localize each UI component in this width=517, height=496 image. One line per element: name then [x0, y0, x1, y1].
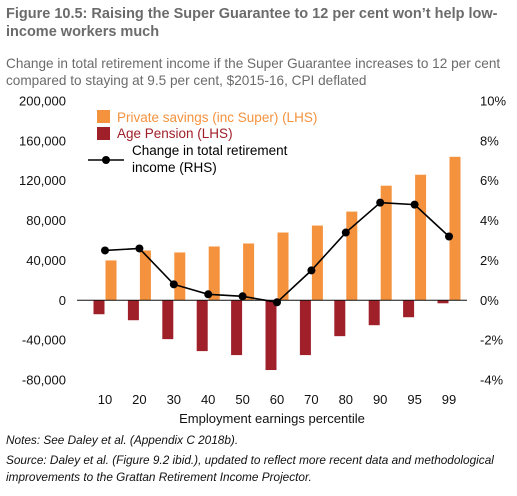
x-tick-label: 80: [339, 392, 353, 407]
figure-title: Figure 10.5: Raising the Super Guarantee…: [6, 6, 498, 40]
legend-pension-swatch: [97, 127, 110, 140]
private-savings-bar: [415, 174, 427, 301]
x-tick-label: 70: [304, 392, 318, 407]
figure-subtitle: Change in total retirement income if the…: [6, 56, 501, 88]
income-change-point: [135, 244, 144, 253]
right-y-tick-label: 4%: [480, 213, 499, 228]
right-y-tick-label: 2%: [480, 253, 499, 268]
source-text: Source: Daley et al. (Figure 9.2 ibid.),…: [6, 453, 494, 484]
x-tick-label: 20: [132, 392, 146, 407]
income-change-point: [445, 232, 453, 241]
left-y-tick-label: -40,000: [22, 333, 66, 348]
legend-private-swatch: [97, 110, 110, 123]
income-change-point: [273, 298, 281, 307]
right-y-tick-label: -2%: [480, 333, 504, 348]
legend: Private savings (inc Super) (LHS) Age Pe…: [88, 110, 317, 175]
pension-bar: [299, 300, 311, 356]
private-savings-bars: [105, 156, 461, 301]
pension-bar: [162, 300, 174, 340]
pension-bar: [368, 300, 380, 326]
left-y-tick-label: -80,000: [22, 373, 66, 388]
x-tick-labels: 10 20 30 40 50 60 70 80 90 95 99: [98, 392, 456, 407]
legend-private-label: Private savings (inc Super) (LHS): [117, 110, 317, 125]
legend-line-label: Change in total retirement income (RHS): [132, 143, 288, 175]
x-tick-label: 90: [373, 392, 387, 407]
pension-bar: [265, 300, 277, 371]
private-savings-bar: [449, 156, 461, 301]
pension-bar: [334, 300, 346, 337]
right-y-tick-label: 8%: [480, 133, 499, 148]
income-change-point: [204, 290, 213, 299]
private-savings-bar: [277, 232, 289, 301]
income-change-point: [341, 228, 350, 237]
income-change-point: [101, 246, 109, 255]
pension-bar: [403, 300, 415, 318]
notes-text: Notes: See Daley et al. (Appendix C 2018…: [6, 433, 239, 447]
income-change-point: [238, 292, 247, 301]
right-y-tick-label: 0%: [480, 293, 499, 308]
private-savings-bar: [380, 185, 392, 301]
right-y-tick-label: 6%: [480, 173, 499, 188]
x-tick-label: 99: [442, 392, 456, 407]
income-change-point: [410, 200, 419, 209]
private-savings-bar: [105, 260, 117, 301]
private-savings-bar: [208, 246, 220, 301]
pension-bar: [127, 300, 139, 321]
left-y-tick-label: 120,000: [19, 173, 66, 188]
x-axis-label: Employment earnings percentile: [179, 411, 365, 426]
pension-bar: [196, 300, 208, 352]
x-tick-label: 30: [167, 392, 181, 407]
x-tick-label: 40: [201, 392, 215, 407]
left-y-tick-label: 80,000: [26, 213, 66, 228]
private-savings-bar: [174, 252, 186, 301]
left-y-tick-label: 0: [59, 293, 66, 308]
right-y-tick-label: -4%: [480, 373, 504, 388]
x-tick-label: 50: [235, 392, 249, 407]
private-savings-bar: [139, 250, 151, 301]
left-y-tick-label: 40,000: [26, 253, 66, 268]
left-y-tick-label: 160,000: [19, 133, 66, 148]
private-savings-bar: [243, 243, 255, 301]
income-change-line: [104, 201, 450, 304]
income-change-point: [376, 198, 385, 207]
pension-bar: [93, 300, 105, 315]
right-y-tick-label: 10%: [480, 94, 506, 109]
x-tick-label: 60: [270, 392, 284, 407]
pension-bar: [437, 300, 449, 304]
private-savings-bar: [346, 211, 358, 301]
x-tick-label: 95: [407, 392, 421, 407]
left-y-tick-label: 200,000: [19, 94, 66, 109]
legend-line-marker: [102, 156, 110, 164]
pension-bars: [93, 300, 449, 371]
legend-pension-label: Age Pension (LHS): [117, 126, 233, 141]
x-tick-label: 10: [98, 392, 112, 407]
pension-bar: [231, 300, 243, 356]
right-y-ticks: 10% 8% 6% 4% 2% 0% -2% -4%: [480, 94, 506, 388]
left-y-ticks: 200,000 160,000 120,000 80,000 40,000 0 -40,00…: [19, 94, 66, 388]
income-change-point: [307, 266, 316, 275]
income-change-line-group: [101, 198, 453, 307]
income-change-point: [169, 280, 178, 289]
